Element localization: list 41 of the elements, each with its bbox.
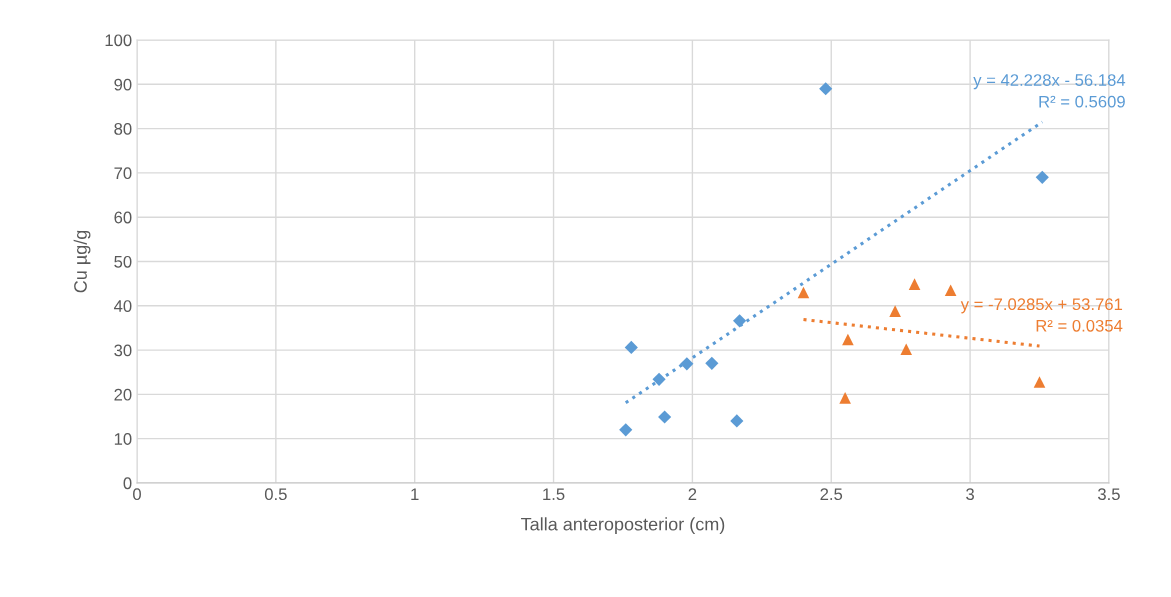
point — [624, 340, 638, 355]
point — [889, 305, 901, 317]
y-tick-label: 100 — [105, 34, 132, 47]
y-axis-title: Cu µg/g — [73, 230, 91, 293]
x-tick-label: 2 — [688, 488, 697, 500]
point — [944, 284, 957, 297]
point — [705, 356, 719, 370]
x-tick-label: 2.5 — [820, 488, 843, 501]
y-tick-label: 90 — [114, 78, 132, 91]
point — [652, 372, 666, 386]
point — [908, 278, 921, 290]
point — [680, 357, 694, 371]
point — [819, 82, 833, 96]
point — [839, 392, 851, 404]
annotation: y = -7.0285x + 53.761 R² = 0.0354 — [960, 298, 1123, 332]
y-tick-label: 30 — [114, 344, 132, 357]
y-tick-label: 70 — [114, 167, 132, 180]
y-tick-label: 60 — [114, 211, 132, 224]
point — [658, 410, 672, 424]
point — [842, 333, 854, 346]
point — [733, 314, 747, 328]
x-tick-label: 3.5 — [1097, 488, 1120, 501]
y-tick-label: 50 — [114, 255, 132, 268]
x-axis-title: Talla anteroposterior (cm) — [521, 517, 725, 535]
x-tick-label: 1.5 — [543, 488, 565, 501]
point — [730, 414, 744, 428]
y-tick-label: 0 — [123, 477, 132, 490]
point — [900, 343, 913, 355]
point — [619, 423, 633, 437]
annotation: y = 42.228x - 56.184 R² = 0.5609 — [973, 74, 1126, 108]
y-tick-label: 80 — [114, 122, 132, 135]
point — [1033, 376, 1046, 388]
y-tick-label: 40 — [113, 300, 132, 312]
x-tick-label: 0 — [133, 488, 141, 501]
x-tick-label: 1 — [411, 488, 419, 500]
y-tick-label: 10 — [114, 433, 132, 445]
x-tick-label: 3 — [966, 488, 974, 501]
y-tick-label: 20 — [114, 388, 132, 401]
point — [1035, 170, 1049, 184]
point — [797, 286, 810, 299]
x-tick-label: 0.5 — [264, 488, 287, 501]
